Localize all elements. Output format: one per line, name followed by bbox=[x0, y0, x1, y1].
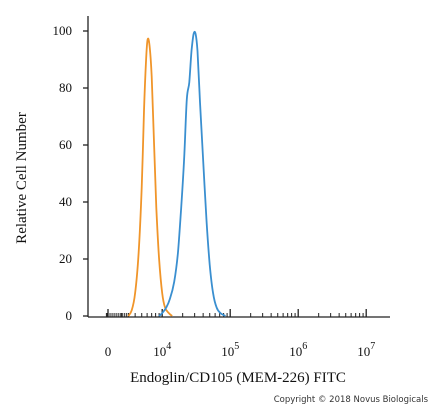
x-axis-label: Endoglin/CD105 (MEM-226) FITC bbox=[130, 370, 346, 386]
x-tick-label: 0 bbox=[105, 344, 112, 359]
x-tick-label: 105 bbox=[221, 341, 239, 359]
x-tick-label: 106 bbox=[289, 341, 307, 359]
axes-group: 0 20 40 60 80 100 0 104 105 106 107 bbox=[53, 16, 390, 359]
y-tick-label: 0 bbox=[66, 308, 73, 323]
y-tick-label: 60 bbox=[59, 137, 72, 152]
y-tick-label: 80 bbox=[59, 80, 72, 95]
copyright-text: Copyright © 2018 Novus Biologicals bbox=[274, 395, 429, 405]
y-tick-label: 20 bbox=[59, 251, 72, 266]
histogram-series-2 bbox=[158, 30, 226, 317]
x-tick-label: 107 bbox=[357, 341, 375, 359]
y-axis-label: Relative Cell Number bbox=[14, 112, 30, 244]
y-tick-label: 100 bbox=[53, 23, 73, 38]
series-group bbox=[127, 30, 226, 317]
y-tick-label: 40 bbox=[59, 194, 72, 209]
x-tick-label: 104 bbox=[153, 341, 171, 359]
histogram-series-1 bbox=[127, 37, 173, 317]
